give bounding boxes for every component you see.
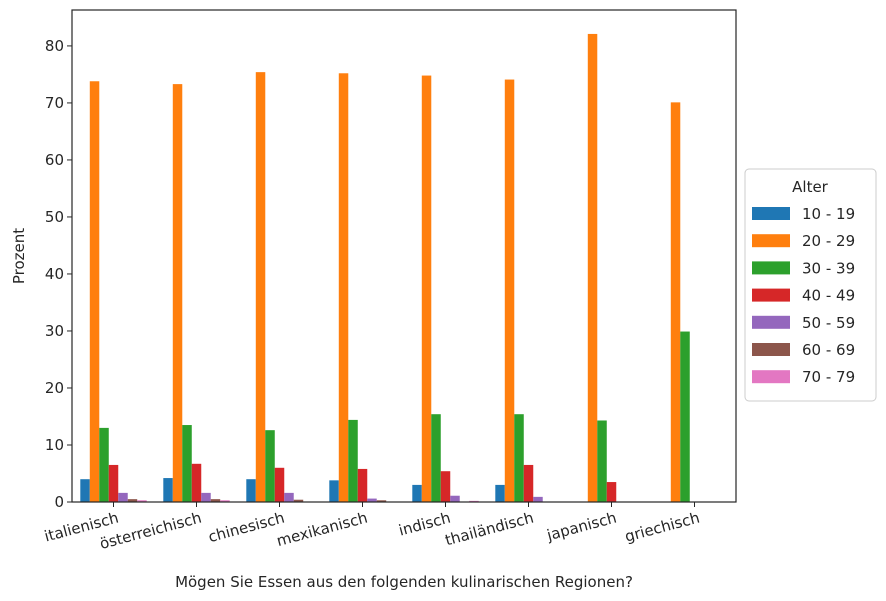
- bar-50-59-1: [201, 492, 211, 502]
- legend-frame: [744, 168, 877, 402]
- bar-50-59-4: [450, 495, 460, 502]
- legend-swatch: [752, 207, 790, 220]
- legend-swatch: [752, 315, 790, 329]
- y-tick-label: 10: [45, 436, 64, 454]
- legend-label: 20 - 29: [802, 232, 855, 250]
- bar-10-19-4: [412, 484, 422, 502]
- bar-70-79-1: [220, 500, 230, 502]
- bar-60-69-1: [210, 499, 221, 502]
- bar-30-39-3: [348, 419, 358, 502]
- bar-40-49-4: [440, 471, 451, 502]
- legend-label: 40 - 49: [802, 287, 855, 305]
- bar-10-19-1: [163, 478, 173, 502]
- legend-label: 60 - 69: [802, 341, 855, 359]
- bar-10-19-3: [329, 480, 339, 502]
- legend-items: 10 - 19 20 - 29 30 - 39 40 - 49 50 - 59 60 - …: [752, 205, 855, 386]
- bar-20-29-4: [421, 75, 432, 502]
- bar-20-29-7: [670, 102, 681, 503]
- y-tick-label: 20: [45, 379, 64, 397]
- bar-60-69-2: [293, 499, 304, 502]
- bar-40-49-5: [523, 464, 534, 502]
- bar-30-39-6: [597, 420, 607, 502]
- bar-20-29-0: [89, 81, 100, 502]
- bar-10-19-2: [246, 479, 256, 502]
- x-tick-label: chinesisch: [206, 508, 286, 546]
- y-tick-label: 50: [45, 208, 64, 226]
- legend-swatch: [752, 343, 790, 356]
- y-axis: 0 10 20 30 40 50 60 70 80: [45, 37, 72, 511]
- bar-30-39-0: [99, 427, 109, 502]
- bar-40-49-3: [357, 468, 368, 502]
- bar-30-39-4: [431, 414, 441, 502]
- bar-70-79-0: [137, 500, 147, 502]
- bar-20-29-1: [172, 84, 183, 503]
- x-tick-label: griechisch: [623, 508, 702, 545]
- bar-30-39-2: [265, 430, 275, 502]
- y-tick-label: 60: [45, 151, 64, 169]
- plot-frame: [71, 9, 737, 503]
- legend: Alter 10 - 19 20 - 29 30 - 39 40 - 49 50 - 5…: [744, 168, 877, 402]
- bar-40-49-2: [274, 467, 285, 502]
- x-tick-label: mexikanisch: [275, 508, 370, 550]
- bar-10-19-5: [495, 484, 505, 502]
- bar-50-59-3: [367, 498, 377, 502]
- x-tick-label: japanisch: [544, 508, 619, 544]
- bar-40-49-0: [108, 464, 119, 502]
- legend-label: 70 - 79: [802, 368, 855, 386]
- bar-10-19-0: [80, 479, 90, 502]
- y-tick-label: 0: [54, 493, 64, 511]
- bar-30-39-1: [182, 425, 192, 502]
- legend-label: 30 - 39: [802, 259, 855, 277]
- bar-30-39-7: [680, 331, 690, 502]
- bar-20-29-5: [504, 79, 515, 503]
- legend-label: 50 - 59: [802, 314, 855, 332]
- bar-40-49-6: [606, 482, 617, 502]
- y-tick-label: 80: [45, 37, 64, 55]
- legend-swatch: [752, 288, 790, 302]
- x-axis-label: Mögen Sie Essen aus den folgenden kulina…: [175, 573, 633, 591]
- x-tick-label: thailändisch: [443, 508, 535, 549]
- bar-20-29-6: [587, 33, 598, 502]
- bar-40-49-1: [191, 463, 202, 502]
- bar-20-29-2: [255, 72, 266, 502]
- bar-50-59-2: [284, 492, 294, 502]
- legend-swatch: [752, 261, 790, 275]
- legend-swatch: [752, 234, 790, 248]
- bar-50-59-5: [533, 496, 543, 502]
- bar-50-59-0: [118, 492, 128, 502]
- y-tick-label: 40: [45, 265, 64, 283]
- bar-30-39-5: [514, 414, 524, 502]
- legend-title: Alter: [792, 178, 829, 196]
- y-tick-label: 30: [45, 322, 64, 340]
- bar-20-29-3: [338, 73, 349, 502]
- bar-60-69-3: [376, 500, 387, 502]
- bar-60-69-0: [127, 499, 138, 502]
- bars-layer: [80, 33, 690, 503]
- legend-swatch: [752, 370, 790, 384]
- y-tick-label: 70: [45, 94, 64, 112]
- legend-label: 10 - 19: [802, 205, 855, 223]
- y-axis-label: Prozent: [10, 228, 28, 284]
